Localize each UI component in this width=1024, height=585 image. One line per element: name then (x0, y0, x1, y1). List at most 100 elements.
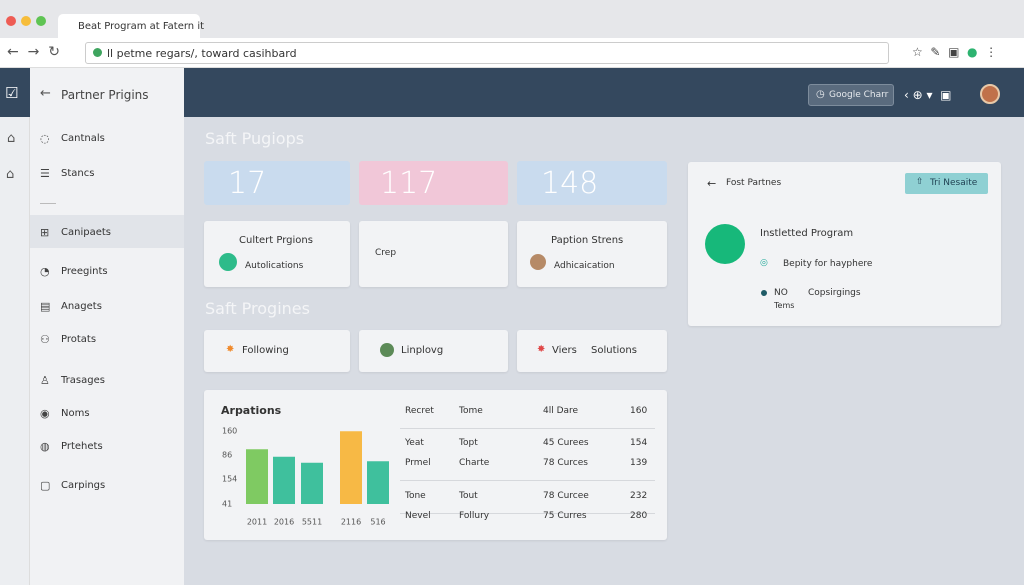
line-icon: ◎ (760, 258, 768, 268)
sidebar-item[interactable]: Prtehets (61, 441, 103, 452)
card-avatar (530, 254, 546, 270)
bar (273, 456, 295, 504)
sidebar-icon: ♙ (40, 374, 50, 387)
table-cell: 4ll Dare (543, 406, 579, 416)
sidebar-item[interactable]: Stancs (61, 168, 95, 179)
window-dot[interactable] (6, 16, 16, 26)
google-chart-label: Google Charr (829, 90, 889, 100)
back-arrow[interactable]: ← (707, 177, 717, 190)
table-cell: 78 Curcee (543, 491, 589, 501)
table-cell: 232 (630, 491, 648, 501)
sidebar-item[interactable]: Anagets (61, 301, 102, 312)
stat-value: 117 (380, 166, 438, 201)
tab-title: Beat Program at Fatern it (78, 21, 205, 32)
stat-card (517, 161, 667, 205)
url-text: ll petme regars/, toward casihbard (107, 47, 297, 60)
info-card[interactable] (359, 221, 508, 287)
sidebar-icon: ◔ (40, 265, 50, 278)
sidebar-item[interactable]: Noms (61, 408, 90, 419)
icon-rail (0, 68, 30, 585)
status-circle (705, 224, 745, 264)
rail-icon[interactable]: ⌂ (7, 131, 16, 146)
panel-status-sub: Tems (774, 301, 795, 310)
card-title: Cultert Prgions (239, 235, 313, 246)
stat-card (359, 161, 508, 205)
info-card[interactable] (517, 221, 667, 287)
google-chart-button[interactable] (808, 84, 894, 106)
y-axis-label: 86 (222, 451, 232, 460)
table-cell: 75 Curres (543, 511, 587, 521)
stat-value: 148 (541, 166, 599, 201)
y-axis-label: 160 (222, 427, 237, 436)
sidebar-item[interactable]: Protats (61, 334, 97, 345)
table-cell: Prmel (405, 458, 431, 468)
sidebar-item[interactable]: Trasages (61, 375, 105, 386)
sidebar-icon: ☰ (40, 167, 50, 180)
topbar-icons[interactable]: ‹ ⊕ ▾ ▣ (904, 88, 952, 102)
table-cell: Follury (459, 511, 490, 521)
panel-button-label: Tri Nesaite (930, 178, 978, 188)
action-card[interactable] (204, 330, 350, 372)
card-label: Following (242, 345, 289, 356)
card-icon: ✸ (226, 344, 235, 355)
window-dot[interactable] (36, 16, 46, 26)
row-divider (400, 428, 655, 429)
sidebar-icon: ▢ (40, 479, 51, 492)
panel-line: Bepity for hayphere (783, 259, 873, 269)
panel-status: NO (774, 288, 788, 298)
chart-title: Arpations (221, 404, 282, 417)
sidebar-icon: ⊞ (40, 226, 50, 239)
panel-detail: Copsirgings (808, 288, 861, 298)
sidebar-item[interactable]: Cantnals (61, 133, 105, 144)
card-icon: ✸ (537, 344, 546, 355)
card-title: Paption Strens (551, 235, 624, 246)
sidebar-item[interactable]: Preegints (61, 266, 108, 277)
bar (367, 461, 389, 504)
card-label: Viers (552, 345, 577, 356)
x-tick-label: 2016 (274, 518, 294, 527)
browser-tab[interactable] (58, 14, 200, 38)
bar (301, 462, 323, 504)
table-cell: Nevel (405, 511, 431, 521)
table-cell: Topt (459, 438, 478, 448)
rail-top (0, 68, 30, 117)
sidebar-icon: ◉ (40, 407, 50, 420)
sidebar-icon: ⚇ (40, 333, 50, 346)
table-cell: 78 Curces (543, 458, 588, 468)
table-cell: 280 (630, 511, 648, 521)
section-title: Saft Pugiops (205, 129, 305, 148)
sidebar-divider (40, 203, 56, 204)
window-dot[interactable] (21, 16, 31, 26)
rail-icon[interactable]: ⌂ (6, 167, 15, 182)
status-dot (761, 290, 767, 296)
action-card[interactable] (517, 330, 667, 372)
card-dot (219, 253, 237, 271)
sidebar-item[interactable]: Carpings (61, 480, 106, 491)
avatar[interactable] (980, 84, 1000, 104)
secure-icon (93, 48, 102, 57)
sidebar-icon: ▤ (40, 300, 51, 313)
panel-button[interactable] (905, 173, 988, 194)
panel-button-icon: ⇧ (916, 177, 924, 187)
section-title: Saft Progines (205, 299, 310, 318)
nav-arrows[interactable]: ← → ↻ (7, 44, 60, 60)
table-cell: 160 (630, 406, 648, 416)
app-logo[interactable]: ☑ (5, 84, 19, 102)
table-cell: Tone (405, 491, 426, 501)
stat-value: 17 (228, 166, 267, 201)
sidebar-item[interactable]: Canipaets (61, 227, 111, 238)
table-cell: Recret (405, 406, 434, 416)
card-label: Adhicaication (554, 261, 615, 271)
toolbar-icons[interactable]: ☆ ✎ ▣ ● ⋮ (912, 45, 998, 59)
bar (246, 449, 268, 504)
sidebar-back[interactable]: ← (40, 86, 51, 101)
card-label: Solutions (591, 345, 637, 356)
table-cell: 154 (630, 438, 648, 448)
table-cell: Yeat (405, 438, 424, 448)
bar (340, 431, 362, 504)
card-label: Crep (375, 248, 397, 258)
url-field[interactable] (85, 42, 889, 64)
sidebar-icon: ◌ (40, 132, 50, 145)
